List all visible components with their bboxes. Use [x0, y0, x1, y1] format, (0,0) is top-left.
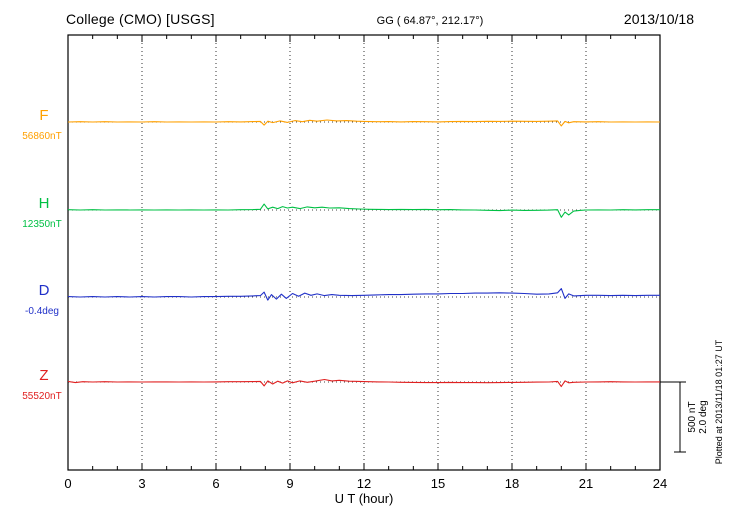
trace-Z — [67, 378, 660, 388]
x-tick-label: 15 — [431, 476, 445, 491]
series-baseline-value-D: -0.4deg — [25, 306, 59, 317]
x-tick-label: 12 — [357, 476, 371, 491]
series-letter-F: F — [39, 107, 48, 124]
observatory-title: College (CMO) [USGS] — [66, 11, 215, 27]
series-baseline-value-F: 56860nT — [22, 131, 61, 142]
plotted-at-note: Plotted at 2013/11/18 01:27 UT — [714, 339, 724, 464]
x-tick-label: 24 — [653, 476, 667, 491]
x-tick-label: 18 — [505, 476, 519, 491]
plot-date: 2013/10/18 — [623, 11, 694, 27]
x-tick-label: 9 — [286, 476, 293, 491]
geographic-coordinates: GG ( 64.87°, 212.17°) — [376, 15, 484, 27]
trace-H — [67, 203, 660, 218]
x-axis-label: U T (hour) — [334, 491, 394, 506]
trace-F — [67, 119, 661, 127]
x-tick-label: 3 — [138, 476, 145, 491]
x-tick-label: 6 — [212, 476, 219, 491]
series-letter-H: H — [39, 195, 50, 212]
series-letter-Z: Z — [39, 367, 48, 384]
series-baseline-value-H: 12350nT — [22, 219, 61, 230]
plot-border — [67, 34, 661, 471]
series-baseline-value-Z: 55520nT — [22, 391, 61, 402]
trace-D — [67, 288, 660, 301]
scale-label-nt: 500 nT — [687, 401, 698, 432]
x-tick-label: 0 — [64, 476, 71, 491]
scale-label-deg: 2.0 deg — [698, 400, 709, 433]
x-tick-label: 21 — [579, 476, 593, 491]
series-letter-D: D — [39, 282, 50, 299]
